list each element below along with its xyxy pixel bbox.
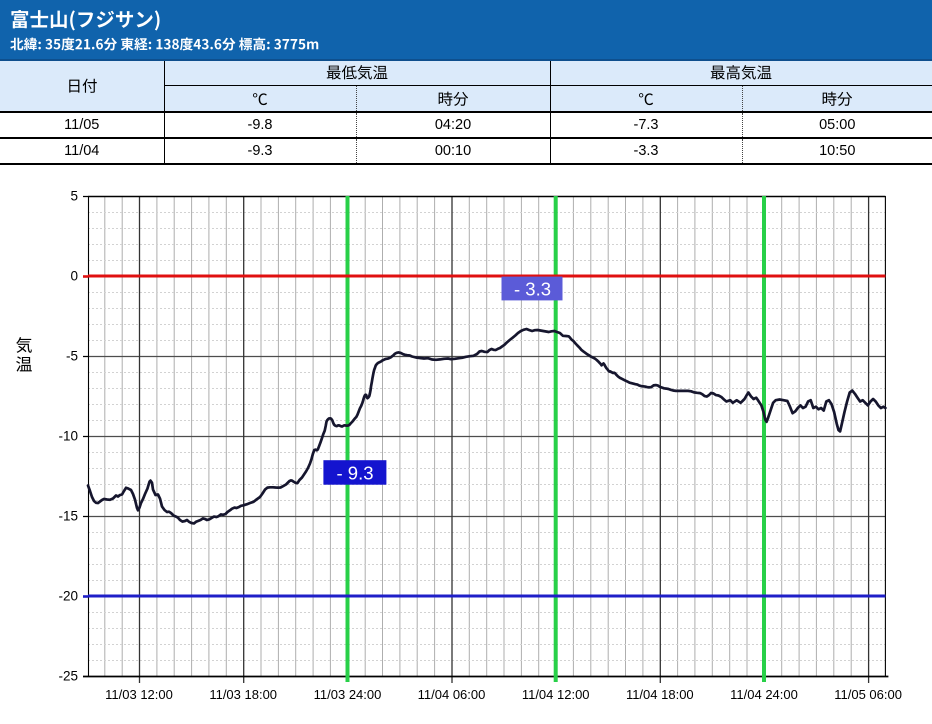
svg-text:11/03 24:00: 11/03 24:00 (314, 687, 382, 702)
svg-text:0: 0 (70, 269, 78, 284)
svg-text:- 3.3: - 3.3 (514, 278, 551, 299)
svg-text:-15: -15 (58, 509, 78, 524)
svg-text:-10: -10 (58, 429, 78, 444)
svg-text:11/04 12:00: 11/04 12:00 (522, 687, 590, 702)
svg-text:11/04 06:00: 11/04 06:00 (418, 687, 486, 702)
svg-text:11/04 24:00: 11/04 24:00 (730, 687, 798, 702)
svg-text:11/03 18:00: 11/03 18:00 (209, 687, 277, 702)
svg-text:-5: -5 (66, 349, 78, 364)
svg-text:5: 5 (70, 189, 78, 204)
svg-text:11/05 06:00: 11/05 06:00 (834, 687, 902, 702)
svg-text:11/04 18:00: 11/04 18:00 (626, 687, 694, 702)
svg-text:-20: -20 (58, 589, 78, 604)
svg-text:- 9.3: - 9.3 (336, 462, 373, 483)
svg-text:11/03 12:00: 11/03 12:00 (105, 687, 173, 702)
svg-text:-25: -25 (58, 669, 78, 684)
